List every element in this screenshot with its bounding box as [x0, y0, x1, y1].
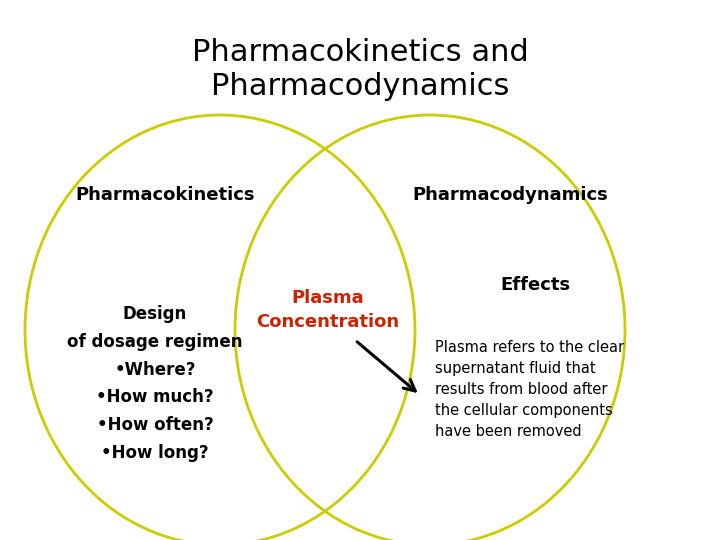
- Text: Pharmacodynamics: Pharmacodynamics: [412, 186, 608, 204]
- Text: Design
of dosage regimen
•Where?
•How much?
•How often?
•How long?: Design of dosage regimen •Where? •How mu…: [67, 305, 243, 462]
- Text: Plasma
Concentration: Plasma Concentration: [256, 289, 400, 331]
- Text: Effects: Effects: [500, 276, 570, 294]
- Text: Pharmacodynamics: Pharmacodynamics: [211, 72, 509, 101]
- Text: Pharmacokinetics and: Pharmacokinetics and: [192, 38, 528, 67]
- Text: Plasma refers to the clear
supernatant fluid that
results from blood after
the c: Plasma refers to the clear supernatant f…: [436, 340, 624, 439]
- Text: Pharmacokinetics: Pharmacokinetics: [76, 186, 255, 204]
